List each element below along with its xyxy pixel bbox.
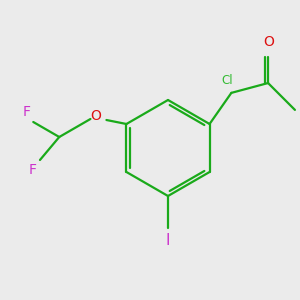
Text: F: F: [22, 105, 30, 119]
Text: I: I: [166, 233, 170, 248]
Text: O: O: [264, 35, 274, 49]
Text: O: O: [91, 109, 101, 123]
Text: Cl: Cl: [222, 74, 233, 87]
Text: F: F: [29, 163, 37, 177]
